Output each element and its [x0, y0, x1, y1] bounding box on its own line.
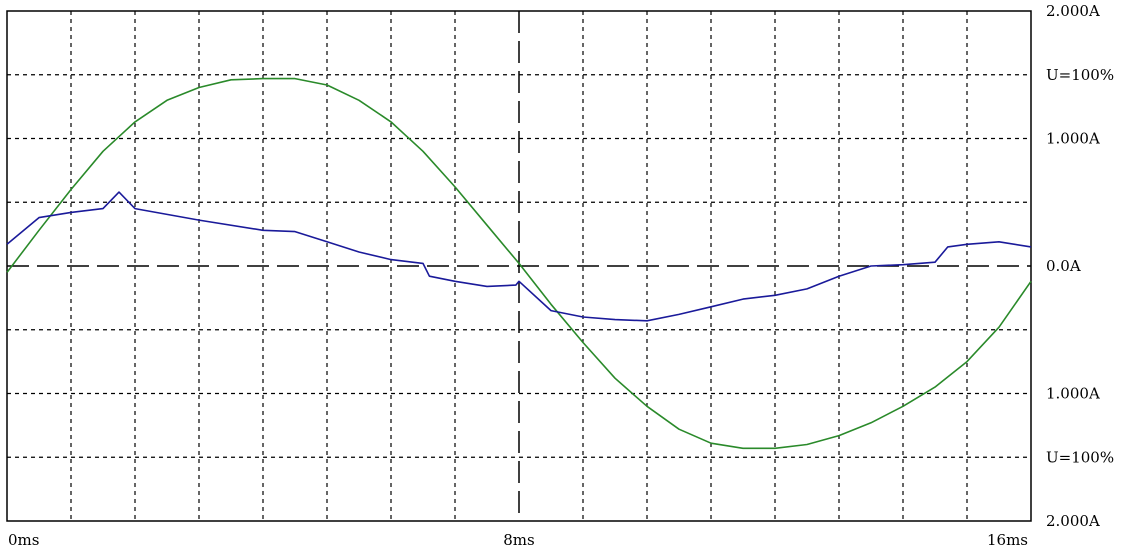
voltage-trace: [6, 77, 1032, 450]
y-tick-label: 0.0A: [1046, 257, 1081, 275]
x-tick-label: 0ms: [8, 531, 39, 549]
series-lines: [6, 77, 1032, 450]
y-tick-label: U=100%: [1046, 448, 1114, 466]
y-tick-label: 2.000A: [1046, 2, 1100, 20]
current-trace: [6, 191, 1032, 322]
y-tick-label: 1.000A: [1046, 130, 1100, 148]
x-tick-label: 16ms: [987, 531, 1028, 549]
axis-labels: 2.000A U=100% 1.000A 0.0A 1.000A U=100% 2.000A…: [8, 2, 1114, 549]
x-tick-label: 8ms: [503, 531, 534, 549]
y-tick-label: 2.000A: [1046, 512, 1100, 530]
grid-lines: [7, 11, 1031, 521]
y-tick-label: U=100%: [1046, 66, 1114, 84]
y-tick-label: 1.000A: [1046, 385, 1100, 403]
